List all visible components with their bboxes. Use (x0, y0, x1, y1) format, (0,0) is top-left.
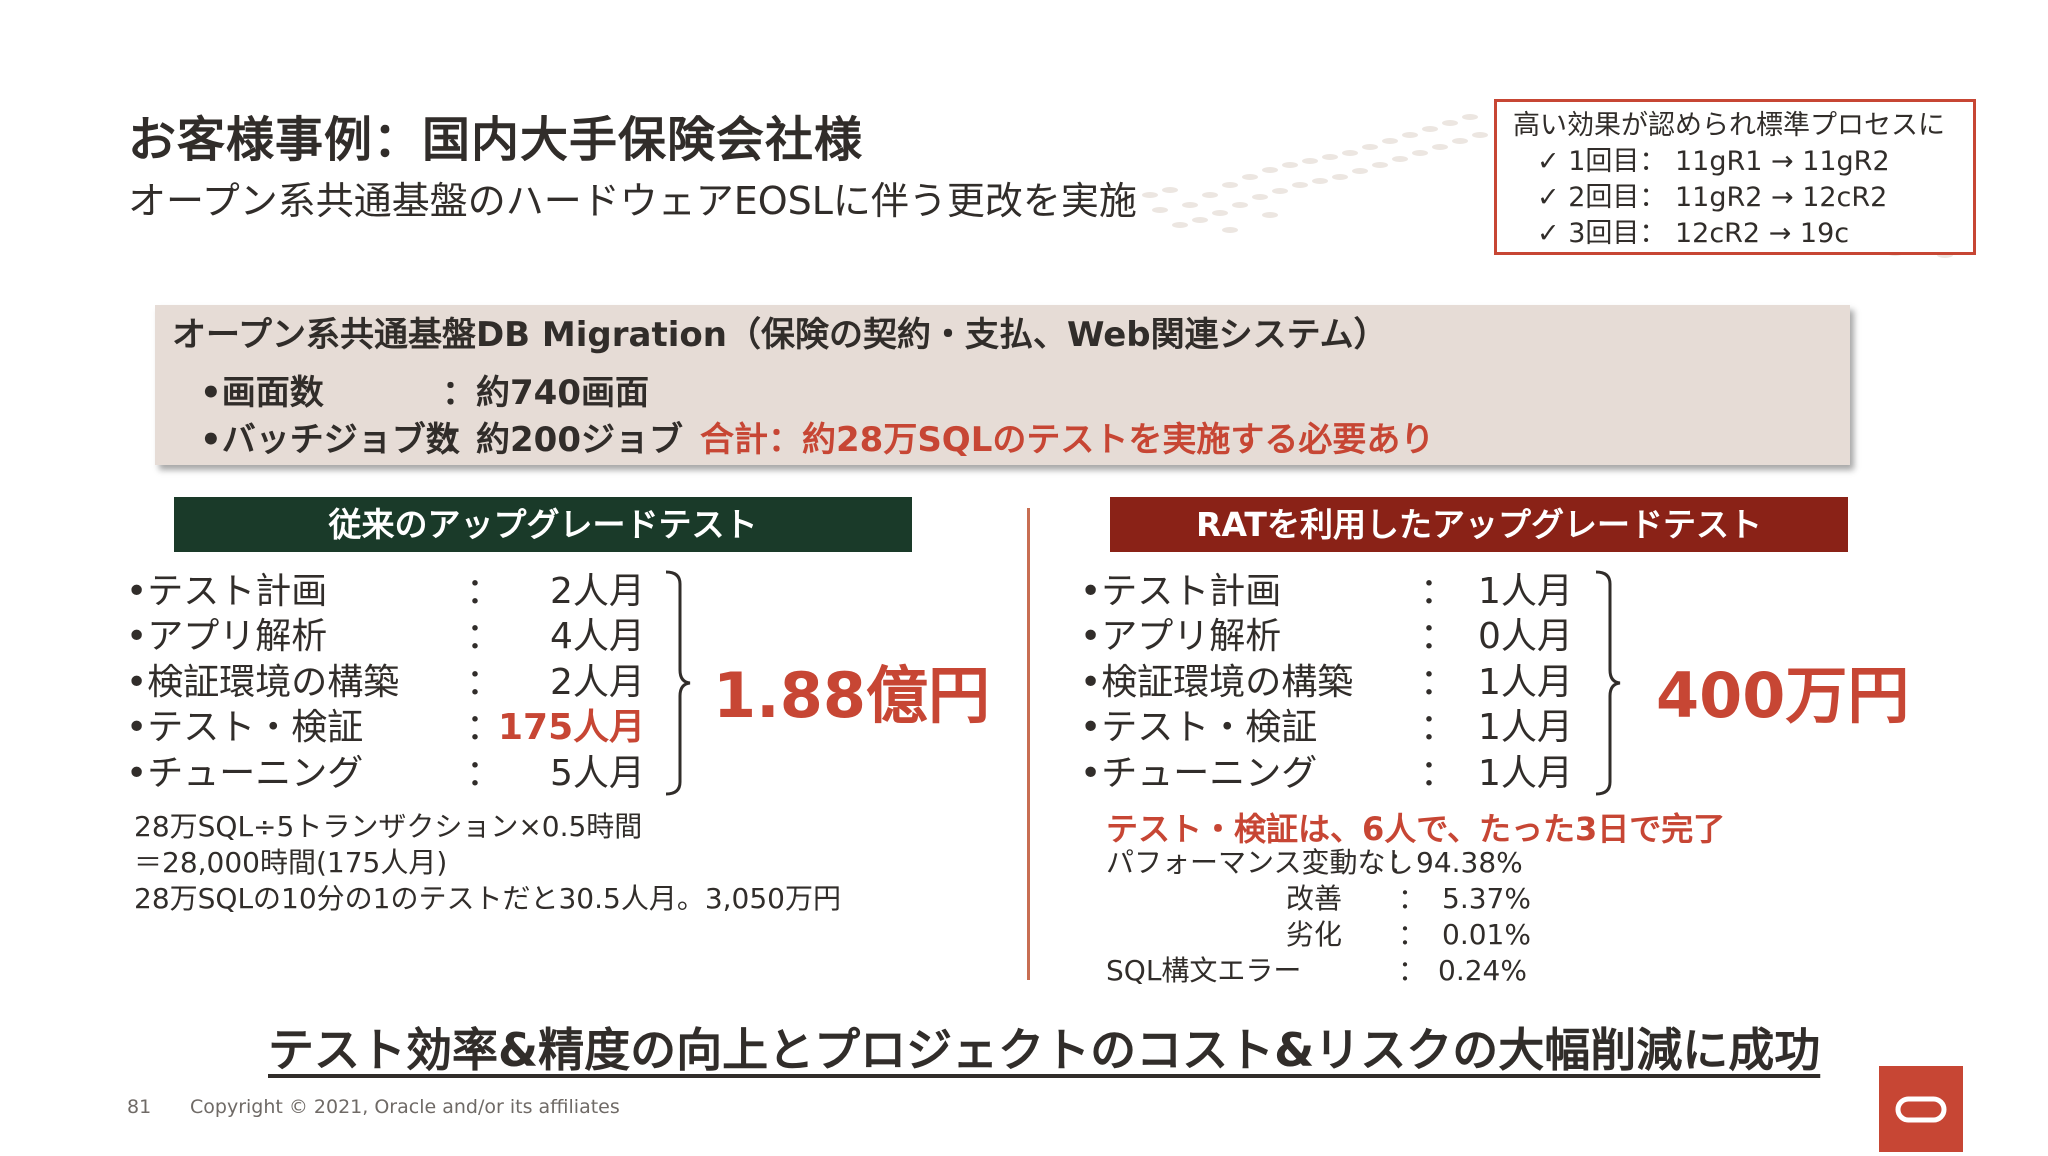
item-label: •チューニング (126, 753, 364, 794)
item-value: 1人月 (1478, 571, 1573, 612)
rat-result-note: テスト・検証は、6人で、たった3日で完了 (1106, 810, 1726, 848)
slide-title: お客様事例：国内大手保険会社様 (128, 112, 864, 168)
item-colon: ： (1420, 707, 1457, 748)
calc-note: 28万SQL÷5トランザクション×0.5時間 (134, 810, 643, 843)
callout-item: ✓ 3回目： 12cR2 → 19c (1537, 218, 1850, 249)
list-item: •テスト・検証 ： 1人月 (1080, 705, 1600, 751)
stat-colon: ： (1398, 882, 1427, 915)
item-value: 1人月 (1478, 753, 1573, 794)
stat-label: 改善 (1286, 882, 1343, 915)
item-colon: ： (466, 571, 503, 612)
list-item: •アプリ解析 ： 0人月 (1080, 614, 1600, 660)
conclusion-statement: テスト効率&精度の向上とプロジェクトのコスト&リスクの大幅削減に成功 (268, 1023, 1821, 1077)
stat-value: 0.01% (1442, 918, 1531, 951)
callout-box: 高い効果が認められ標準プロセスに ✓ 1回目： 11gR1 → 11gR2 ✓ … (1494, 99, 1976, 255)
brace-icon (665, 570, 691, 796)
item-colon: ： (466, 662, 503, 703)
item-value: 0人月 (1478, 616, 1573, 657)
migration-title: オープン系共通基盤DB Migration（保険の契約・支払、Web関連システム… (172, 315, 1388, 355)
copyright: Copyright © 2021, Oracle and/or its affi… (190, 1096, 620, 1118)
stat-value: 0.24% (1438, 954, 1527, 987)
item-label: •検証環境の構築 (1080, 662, 1354, 703)
item-value: 4人月 (550, 616, 645, 657)
list-item: •アプリ解析 ： 4人月 (126, 614, 686, 660)
callout-heading: 高い効果が認められ標準プロセスに (1513, 110, 1945, 141)
oracle-logo-icon (1879, 1066, 1963, 1152)
conventional-effort-list: •テスト計画 ： 2人月 •アプリ解析 ： 4人月 •検証環境の構築 ： 2人月… (126, 569, 686, 799)
item-value: 1人月 (1478, 662, 1573, 703)
rat-test-header: RATを利用したアップグレードテスト (1110, 497, 1848, 552)
stat-row: 改善 ： 5.37% (1106, 881, 1626, 917)
item-label: •検証環境の構築 (126, 662, 400, 703)
item-colon: ： (1420, 662, 1457, 703)
stat-value: 5.37% (1442, 882, 1531, 915)
screens-label: •画面数 (200, 373, 324, 413)
stat-label: 劣化 (1286, 918, 1343, 951)
batch-label: •バッチジョブ数 (200, 420, 460, 460)
stat-label: SQL構文エラー (1106, 954, 1302, 987)
rat-cost: 400万円 (1656, 659, 1910, 732)
stat-row: SQL構文エラー ： 0.24% (1106, 953, 1626, 989)
item-value: 1人月 (1478, 707, 1573, 748)
list-item: •検証環境の構築 ： 2人月 (126, 660, 686, 706)
item-label: •テスト・検証 (126, 707, 364, 748)
brace-icon (1595, 570, 1621, 796)
item-label: •アプリ解析 (126, 616, 328, 657)
rat-stats: パフォーマンス変動なし ： 94.38% 改善 ： 5.37% 劣化 ： 0.0… (1106, 845, 1626, 995)
list-item: •検証環境の構築 ： 1人月 (1080, 660, 1600, 706)
item-colon: ： (1420, 753, 1457, 794)
list-item: •テスト計画 ： 1人月 (1080, 569, 1600, 615)
migration-total: 合計：約28万SQLのテストを実施する必要あり (700, 420, 1435, 460)
calc-note: 28万SQLの10分の1のテストだと30.5人月。3,050万円 (134, 882, 841, 915)
item-colon: ： (1420, 571, 1457, 612)
item-colon: ： (1420, 616, 1457, 657)
item-value-highlight: 175人月 (498, 707, 646, 748)
item-label: •テスト計画 (1080, 571, 1282, 612)
item-label: •アプリ解析 (1080, 616, 1282, 657)
item-value: 2人月 (550, 571, 645, 612)
stat-value: 94.38% (1416, 846, 1523, 879)
conventional-cost: 1.88億円 (713, 659, 990, 732)
stat-colon: ： (1398, 954, 1427, 987)
item-colon: ： (466, 616, 503, 657)
list-item: •チューニング ： 5人月 (126, 751, 686, 797)
stat-label: パフォーマンス変動なし (1106, 846, 1414, 879)
item-colon: ： (466, 753, 503, 794)
stat-row: パフォーマンス変動なし ： 94.38% (1106, 845, 1626, 881)
item-value: 5人月 (550, 753, 645, 794)
conventional-test-header: 従来のアップグレードテスト (174, 497, 912, 552)
calc-note: ＝28,000時間(175人月) (134, 846, 448, 879)
item-label: •チューニング (1080, 753, 1318, 794)
screens-value: ：約740画面 (442, 373, 649, 413)
list-item: •テスト・検証 ： 175人月 (126, 705, 686, 751)
callout-item: ✓ 1回目： 11gR1 → 11gR2 (1537, 146, 1890, 177)
page-number: 81 (127, 1096, 152, 1118)
list-item: •テスト計画 ： 2人月 (126, 569, 686, 615)
item-colon: ： (466, 707, 503, 748)
rat-effort-list: •テスト計画 ： 1人月 •アプリ解析 ： 0人月 •検証環境の構築 ： 1人月… (1080, 569, 1600, 799)
callout-item: ✓ 2回目： 11gR2 → 12cR2 (1537, 182, 1888, 213)
stat-colon: ： (1398, 918, 1427, 951)
stat-row: 劣化 ： 0.01% (1106, 917, 1626, 953)
item-label: •テスト計画 (126, 571, 328, 612)
slide-subtitle: オープン系共通基盤のハードウェアEOSLに伴う更改を実施 (128, 179, 1137, 223)
decorative-pattern (1142, 114, 1488, 233)
list-item: •チューニング ： 1人月 (1080, 751, 1600, 797)
item-value: 2人月 (550, 662, 645, 703)
item-label: •テスト・検証 (1080, 707, 1318, 748)
column-divider (1027, 508, 1030, 980)
stat-colon: ： (1388, 846, 1417, 879)
migration-summary-box (155, 305, 1850, 465)
batch-value: ：約200ジョブ (442, 420, 683, 460)
